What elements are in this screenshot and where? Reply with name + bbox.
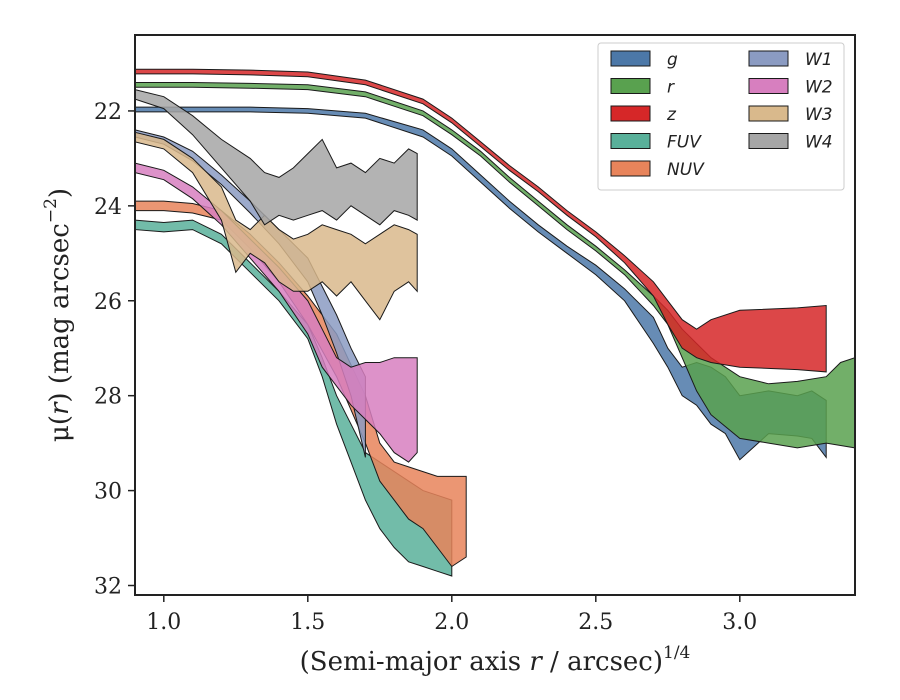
x-axis-title: (Semi-major axis r / arcsec)1/4 [300,643,691,677]
legend-label-fuv: FUV [667,133,702,153]
legend: grz FUV NUV W1 W2 W3 W4 [597,42,845,191]
legend-label-r: r [667,78,675,98]
y-tick-label: 30 [94,480,122,505]
x-tick-label: 1.5 [290,610,325,635]
legend-swatch-g [610,50,651,67]
legend-label-w2: W2 [805,78,833,98]
ticks-layer: 1.0 1.5 2.0 2.5 3.0 22 24 26 28 30 32 [94,100,757,635]
y-tick-label: 22 [94,100,122,125]
legend-label-g: g [667,50,678,70]
legend-swatch-z [610,105,651,122]
y-tick-label: 24 [94,195,122,220]
x-tick-label: 1.0 [146,610,181,635]
legend-swatch-fuv [610,133,651,149]
legend-label-w4: W4 [805,133,833,153]
legend-swatch-w2 [748,78,789,94]
bands-layer [134,68,856,577]
x-tick-label: 2.0 [434,610,469,635]
legend-swatch-w4 [748,133,789,149]
y-tick-label: 32 [94,575,122,600]
legend-swatch-w1 [748,50,789,67]
y-tick-label: 26 [94,290,122,315]
y-tick-label: 28 [94,385,122,410]
x-tick-label: 2.5 [578,610,613,635]
y-axis-title: μ(r) (mag arcsec−2) [41,188,75,442]
band-w4 [134,88,418,226]
legend-label-w1: W1 [805,50,833,70]
band-z [134,68,827,373]
legend-swatch-r [610,78,651,94]
x-tick-label: 3.0 [722,610,757,635]
legend-label-nuv: NUV [667,160,705,180]
band-w1 [134,129,366,458]
legend-label-w3: W3 [805,105,833,125]
plot-frame [134,34,856,596]
legend-label-z: z [666,105,677,125]
legend-swatch-w3 [748,105,789,122]
legend-swatch-nuv [610,160,651,177]
